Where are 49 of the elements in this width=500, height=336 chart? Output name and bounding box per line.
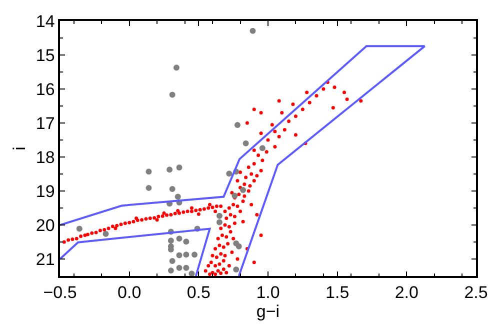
- point: [169, 92, 176, 98]
- x-tick-label: 2.0: [394, 283, 418, 302]
- point: [174, 194, 181, 200]
- point: [234, 122, 240, 128]
- point: [166, 166, 173, 173]
- point: [176, 236, 182, 242]
- y-tick-label: 14: [36, 12, 55, 31]
- x-tick-label: 0.5: [186, 283, 210, 302]
- point: [168, 268, 174, 274]
- point: [176, 164, 182, 171]
- point: [192, 252, 198, 258]
- point: [146, 184, 152, 191]
- point: [183, 264, 190, 271]
- point: [250, 28, 256, 34]
- y-tick-label: 18: [36, 148, 55, 167]
- x-tick-label: 1.0: [256, 283, 280, 302]
- point: [176, 264, 182, 271]
- point: [259, 145, 266, 152]
- y-tick-label: 20: [36, 216, 55, 235]
- point: [173, 64, 180, 71]
- x-axis-title: g−i: [256, 302, 280, 322]
- point: [169, 186, 176, 192]
- point: [176, 252, 182, 258]
- x-tick-label: −0.5: [43, 283, 77, 302]
- point: [169, 258, 176, 264]
- point: [168, 238, 174, 244]
- point: [232, 192, 238, 199]
- point: [236, 243, 242, 250]
- point: [146, 168, 152, 175]
- y-axis-title: i: [10, 146, 29, 150]
- point: [216, 212, 222, 219]
- point: [216, 219, 222, 226]
- x-tick-label: 0.0: [118, 283, 142, 302]
- point: [76, 226, 82, 232]
- y-tick-label: 15: [36, 46, 55, 65]
- point: [226, 170, 232, 177]
- y-tick-label: 21: [36, 250, 55, 269]
- y-tick-label: 19: [36, 182, 55, 201]
- x-tick-label: 1.5: [326, 283, 350, 302]
- point: [183, 252, 190, 258]
- y-tick-label: 16: [36, 80, 55, 99]
- x-tick-label: 2.5: [464, 283, 488, 302]
- point: [233, 266, 240, 273]
- point: [188, 270, 195, 276]
- y-tick-label: 17: [36, 114, 55, 133]
- point: [102, 230, 109, 237]
- point: [183, 238, 190, 245]
- point: [242, 140, 249, 146]
- point: [240, 186, 246, 193]
